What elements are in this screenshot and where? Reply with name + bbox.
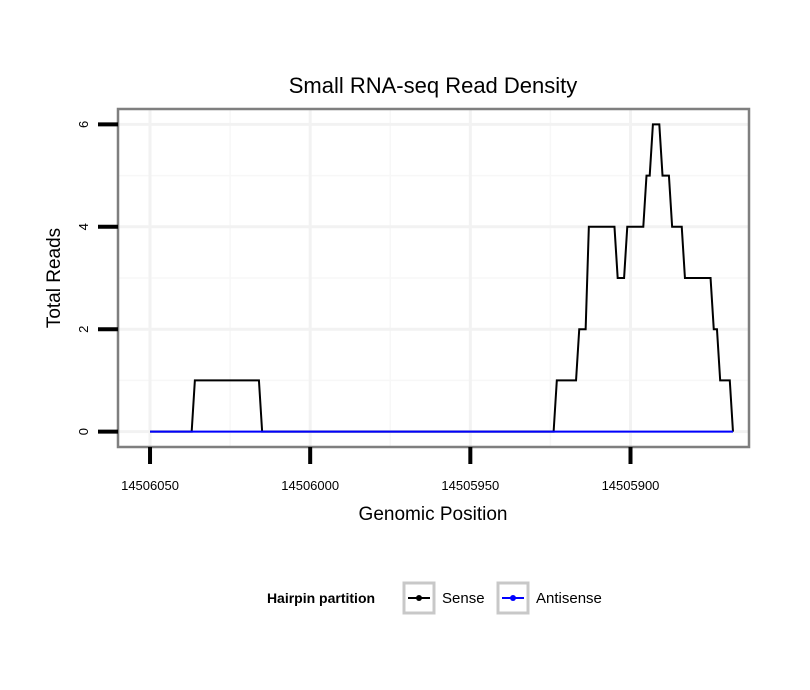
x-tick-label: 14505950 (441, 478, 499, 493)
series-layer (150, 123, 734, 433)
legend: Hairpin partition Sense Antisense (267, 581, 602, 615)
x-tick-label: 14506050 (121, 478, 179, 493)
x-axis-title: Genomic Position (359, 504, 508, 525)
y-axis-title: Total Reads (44, 228, 65, 328)
y-tick-label: 2 (76, 326, 91, 333)
x-tick-label: 14505900 (602, 478, 660, 493)
y-tick-label: 6 (76, 121, 91, 128)
plot-panel-border (116, 107, 751, 449)
grid (118, 109, 749, 447)
y-axis-ticks: 0 2 4 6 (76, 121, 118, 435)
x-tick-label: 14506000 (281, 478, 339, 493)
legend-title: Hairpin partition (267, 590, 375, 606)
legend-label-sense: Sense (442, 590, 485, 607)
legend-key-sense-point (416, 595, 422, 601)
legend-key-antisense-point (510, 595, 516, 601)
chart-title: Small RNA-seq Read Density (289, 73, 578, 98)
legend-label-antisense: Antisense (536, 590, 602, 607)
x-axis-ticks: 14506050 14506000 14505950 14505900 (121, 447, 659, 493)
y-tick-label: 4 (76, 223, 91, 230)
series-line-sense (150, 123, 734, 433)
y-tick-label: 0 (76, 428, 91, 435)
